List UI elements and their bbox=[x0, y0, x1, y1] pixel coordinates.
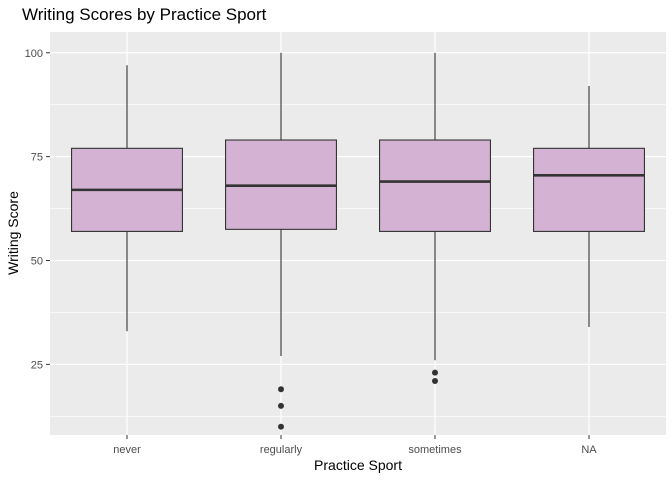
outlier-point bbox=[278, 402, 284, 409]
y-tick-label: 25 bbox=[31, 359, 43, 371]
box-never bbox=[71, 65, 183, 332]
outlier-point bbox=[432, 369, 438, 376]
box-body bbox=[379, 139, 491, 232]
x-tick-label: NA bbox=[581, 444, 597, 456]
x-tick-label: regularly bbox=[260, 444, 303, 456]
plot-panel bbox=[50, 32, 666, 435]
box-series bbox=[71, 52, 645, 430]
y-tick-label: 50 bbox=[31, 256, 43, 268]
outlier-point bbox=[278, 423, 284, 430]
box-na bbox=[533, 86, 645, 327]
x-tick-label: sometimes bbox=[408, 444, 462, 456]
x-axis-ticks: never regularly sometimes NA bbox=[113, 435, 597, 456]
x-axis-title: Practice Sport bbox=[314, 457, 402, 473]
y-axis-title: Writing Score bbox=[5, 191, 21, 275]
box-sometimes bbox=[379, 52, 491, 384]
y-axis-ticks: 25 50 75 100 bbox=[25, 48, 50, 371]
y-tick-label: 75 bbox=[31, 152, 43, 164]
y-tick-label: 100 bbox=[25, 48, 43, 60]
outlier-point bbox=[278, 386, 284, 393]
box-regularly bbox=[225, 52, 337, 430]
outlier-point bbox=[432, 377, 438, 384]
chart-title: Writing Scores by Practice Sport bbox=[22, 5, 267, 24]
box-body bbox=[533, 147, 645, 232]
x-tick-label: never bbox=[113, 444, 141, 456]
